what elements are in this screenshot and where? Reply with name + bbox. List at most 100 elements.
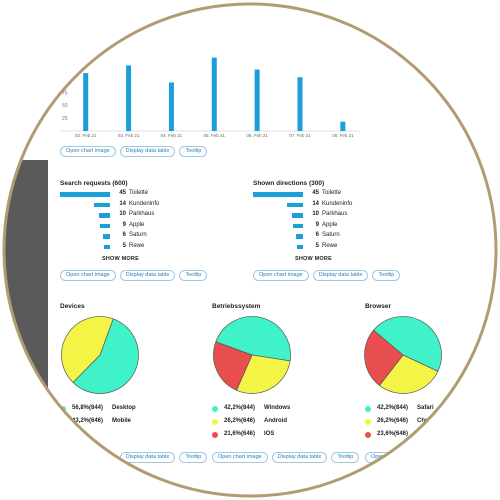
legend-percent: 26,2%(646) <box>224 418 256 424</box>
devices-pie-chart <box>61 316 139 394</box>
hbar-label: Apple <box>129 221 145 228</box>
hbar-label: Apple <box>322 221 338 228</box>
search-requests-show-more[interactable]: SHOW MORE <box>102 256 139 262</box>
x-tick-label: 02. Feb 21 <box>75 133 97 138</box>
x-tick-label: 03. Feb 21 <box>118 133 140 138</box>
betriebssystem-actions: Open chart image Display data table Tool… <box>212 452 360 463</box>
open-chart-image-button[interactable]: Open chart image <box>60 146 116 157</box>
legend-dot <box>365 432 371 438</box>
legend-dot <box>212 406 218 412</box>
hbar-value: 14 <box>312 200 319 207</box>
legend-label: Android <box>264 418 287 424</box>
legend-label: Firefox <box>417 431 438 437</box>
x-tick-label: 04. Feb 21 <box>161 133 183 138</box>
legend-percent: 21,6%(646) <box>224 431 256 437</box>
hbar-value: 10 <box>312 211 319 217</box>
hbar-value: 14 <box>119 200 126 207</box>
display-data-table-button[interactable]: Display data table <box>119 270 176 281</box>
devices-actions: Open chart image Display data table Tool… <box>60 452 208 463</box>
hbar-fill <box>287 202 303 207</box>
hbar-label: Toilette <box>129 190 149 196</box>
hbar-fill <box>293 223 303 228</box>
betriebssystem-title: Betriebssystem <box>212 303 261 310</box>
hbar-fill <box>94 202 110 207</box>
hbar-label: Saturn <box>129 232 147 238</box>
hbar-fill <box>291 213 303 218</box>
tooltip-button[interactable]: Tooltip <box>179 270 208 281</box>
hbar-fill <box>296 234 303 239</box>
display-data-table-button[interactable]: Display data table <box>119 146 176 157</box>
legend-dot <box>60 419 66 425</box>
display-data-table-button[interactable]: Display data table <box>312 270 369 281</box>
bar-02-feb-21[interactable] <box>83 73 89 131</box>
search-requests-title: Search requests (600) <box>60 180 128 187</box>
legend-percent: 42,2%(844) <box>377 405 409 411</box>
open-chart-image-button[interactable]: Open chart image <box>60 452 116 463</box>
hbar-label: Parkhaus <box>322 211 348 217</box>
hbar-fill <box>104 244 110 249</box>
y-tick-label: 25 <box>62 116 68 122</box>
legend-dot <box>60 406 66 412</box>
display-data-table-button[interactable]: Display data table <box>271 452 328 463</box>
x-tick-label: 08. Feb 21 <box>332 133 354 138</box>
x-tick-label: 06. Feb 21 <box>246 133 268 138</box>
hbar-label: Kundeninfo <box>322 200 353 207</box>
daily-bar-chart: 75 50 25 02. Feb 21 03. Feb 21 04. Feb 21 05. … <box>60 57 360 138</box>
y-tick-label: 75 <box>62 90 68 96</box>
display-data-table-button[interactable]: Display data table <box>119 452 176 463</box>
hbar-label: Saturn <box>322 232 340 238</box>
hbar-fill <box>297 244 303 249</box>
shown-directions-show-more[interactable]: SHOW MORE <box>295 256 332 262</box>
legend-percent: 42,2%(844) <box>224 405 256 411</box>
shown-directions-title: Shown directions (300) <box>253 180 325 187</box>
legend-label: Windows <box>264 405 291 411</box>
legend-dot <box>365 406 371 412</box>
hbar-fill <box>253 192 303 197</box>
tooltip-button[interactable]: Tooltip <box>331 452 360 463</box>
legend-percent: 43,2%(646) <box>72 418 104 424</box>
hbar-fill <box>103 234 110 239</box>
legend-percent: 23,6%(646) <box>377 431 409 437</box>
legend-dot <box>212 432 218 438</box>
bar-06-feb-21[interactable] <box>254 69 260 131</box>
hbar-value: 6 <box>122 232 126 238</box>
open-chart-image-button[interactable]: Open chart image <box>212 452 268 463</box>
legend-label: IOS <box>264 431 275 437</box>
hbar-fill <box>100 223 110 228</box>
hbar-value: 5 <box>315 242 319 249</box>
shown-directions-actions: Open chart image Display data table Tool… <box>253 270 401 281</box>
open-chart-image-button[interactable]: Open chart image <box>365 452 421 463</box>
hbar-value: 10 <box>119 211 126 217</box>
legend-dot <box>212 419 218 425</box>
bar-08-feb-21[interactable] <box>340 121 346 131</box>
tooltip-button[interactable]: Tooltip <box>179 452 208 463</box>
hbar-value: 45 <box>119 190 126 196</box>
bar-chart-actions: Open chart image Display data table Tool… <box>60 146 208 157</box>
hbar-label: Rewe <box>129 242 145 249</box>
legend-label: Safari <box>417 405 434 411</box>
open-chart-image-button[interactable]: Open chart image <box>60 270 116 281</box>
browser-title: Browser <box>365 303 392 310</box>
hbar-value: 9 <box>315 221 319 228</box>
hbar-value: 9 <box>122 221 126 228</box>
hbar-fill <box>98 213 110 218</box>
hbar-fill <box>60 192 110 197</box>
tooltip-button[interactable]: Tooltip <box>179 146 208 157</box>
devices-title: Devices <box>60 303 85 310</box>
open-chart-image-button[interactable]: Open chart image <box>253 270 309 281</box>
legend-label: Mobile <box>112 418 131 424</box>
bar-03-feb-21[interactable] <box>126 65 132 131</box>
hbar-value: 5 <box>122 242 126 249</box>
bar-05-feb-21[interactable] <box>211 57 217 132</box>
tooltip-button[interactable]: Tooltip <box>372 270 401 281</box>
bar-04-feb-21[interactable] <box>168 82 174 131</box>
y-tick-label: 50 <box>62 103 68 109</box>
x-tick-label: 07. Feb 21 <box>289 133 311 138</box>
betriebssystem-pie-chart <box>213 316 291 394</box>
search-requests-actions: Open chart image Display data table Tool… <box>60 270 208 281</box>
hbar-label: Toilette <box>322 190 342 196</box>
bar-07-feb-21[interactable] <box>297 77 303 131</box>
legend-label: Chrome <box>417 418 440 424</box>
hbar-value: 6 <box>315 232 319 238</box>
